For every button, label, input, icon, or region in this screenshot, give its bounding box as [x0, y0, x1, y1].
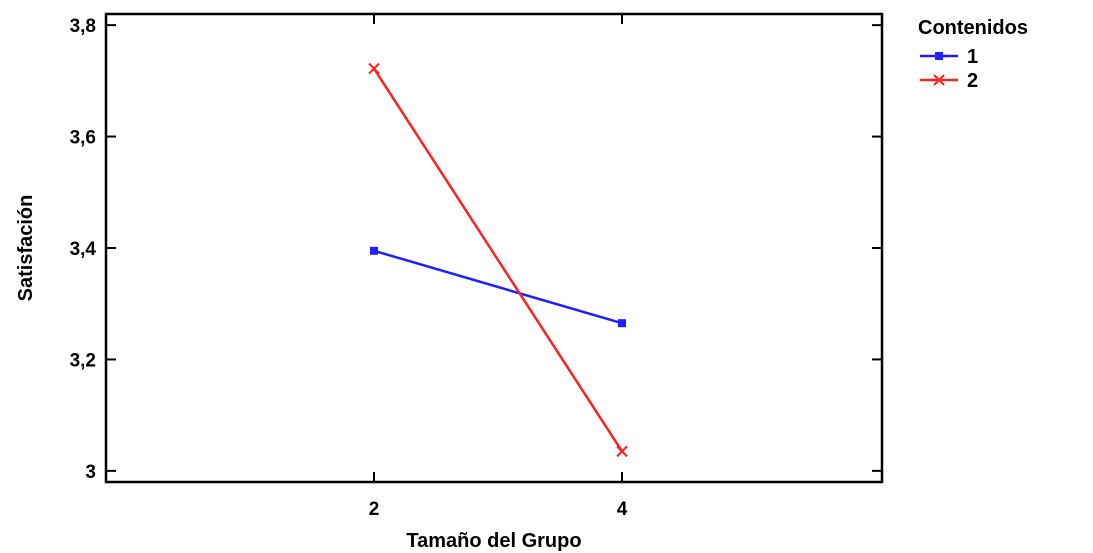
legend-items: 12 — [920, 46, 978, 92]
series-1-point — [618, 319, 626, 328]
y-axis-title: Satisfación — [15, 195, 37, 302]
legend-label-1: 1 — [967, 46, 978, 68]
y-tick-label: 3,8 — [70, 16, 96, 37]
y-tick-label: 3,4 — [70, 239, 97, 260]
legend: Contenidos 12 — [918, 17, 1028, 92]
series-line-1 — [373, 249, 623, 325]
series-2-point — [368, 62, 380, 75]
legend-marker-1 — [935, 52, 943, 60]
y-axis-ticks: 3 3,2 3,4 3,6 3,8 — [70, 16, 882, 483]
y-tick-label: 3,2 — [70, 350, 96, 371]
legend-title: Contenidos — [918, 17, 1028, 39]
x-tick-label: 4 — [617, 499, 628, 520]
y-tick-label: 3,6 — [70, 128, 96, 149]
series-2-point — [616, 445, 628, 458]
legend-marker-2 — [933, 74, 945, 86]
series-layer — [368, 62, 628, 458]
legend-label-2: 2 — [967, 70, 978, 92]
plot-frame — [104, 12, 884, 484]
y-tick-label: 3 — [85, 462, 96, 483]
x-axis-title: Tamaño del Grupo — [406, 530, 581, 552]
series-1-point — [370, 246, 378, 255]
x-tick-label: 2 — [369, 499, 380, 520]
series-line-2 — [372, 67, 624, 453]
